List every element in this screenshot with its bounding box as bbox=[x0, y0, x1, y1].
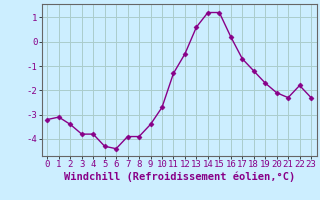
X-axis label: Windchill (Refroidissement éolien,°C): Windchill (Refroidissement éolien,°C) bbox=[64, 172, 295, 182]
